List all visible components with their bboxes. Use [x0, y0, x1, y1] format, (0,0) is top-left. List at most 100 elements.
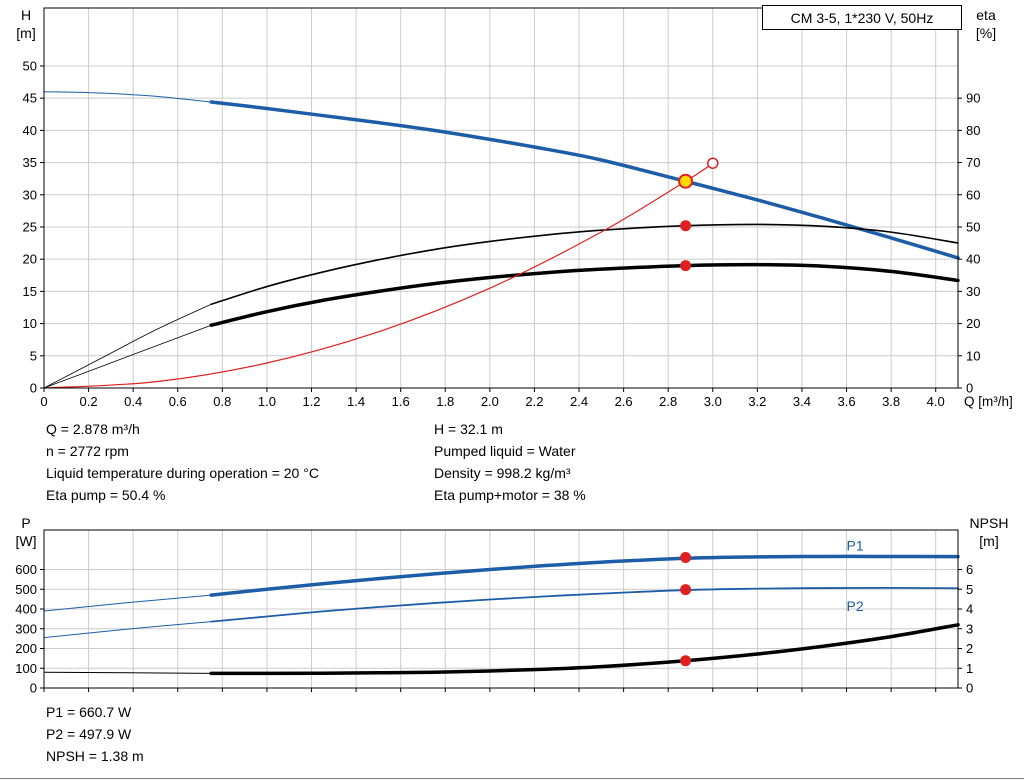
x-tick-label: 0.2	[80, 394, 98, 409]
x-tick-label: 1.0	[258, 394, 276, 409]
system-curve	[43, 162, 714, 389]
npsh-lead	[43, 671, 212, 674]
p2-lead	[43, 621, 212, 639]
y-tick-left-label: 300	[15, 621, 37, 636]
y-tick-right-label: 10	[966, 348, 980, 363]
x-tick-label: 3.0	[704, 394, 722, 409]
y-tick-right-label: 6	[966, 562, 973, 577]
power-npsh-chart: 0 100 200 300 400 500 600 0 1 2 3 4 5 6 P1 P2	[15, 529, 973, 696]
x-tick-label: 0.4	[124, 394, 142, 409]
pump-model-title: CM 3-5, 1*230 V, 50Hz	[790, 9, 934, 26]
p1-curve	[209, 554, 960, 597]
y-tick-left-label: 400	[15, 602, 37, 617]
h-axis-symbol: H	[20, 7, 32, 23]
y-tick-left-label: 40	[23, 123, 37, 138]
y-tick-right-label: 2	[966, 641, 973, 656]
y-tick-left-label: 0	[30, 381, 37, 396]
rated-point-marker	[707, 157, 719, 169]
x-tick-label: 1.2	[302, 394, 320, 409]
duty-info-left: Q = 2.878 m³/h n = 2772 rpm Liquid tempe…	[46, 418, 319, 506]
duty-info-right: H = 32.1 m Pumped liquid = Water Density…	[434, 418, 586, 506]
p-axis-unit: [W]	[15, 533, 37, 549]
y-tick-right-label: 90	[966, 91, 980, 106]
p2-curve	[210, 586, 959, 623]
x-tick-label: 2.8	[659, 394, 677, 409]
info-p1: P1 = 660.7 W	[46, 704, 132, 720]
y-tick-left-label: 200	[15, 641, 37, 656]
npsh-axis-unit: [m]	[979, 533, 999, 549]
power-info: P1 = 660.7 W P2 = 497.9 W NPSH = 1.38 m	[46, 701, 144, 767]
info-pumped-liquid: Pumped liquid = Water	[434, 443, 576, 459]
y-tick-right-label: 60	[966, 187, 980, 202]
npsh-axis-label: NPSH [m]	[958, 514, 1020, 550]
p2-point-marker	[680, 584, 692, 596]
p1-lead	[43, 594, 212, 612]
x-tick-label: 0.6	[169, 394, 187, 409]
qh-eta-chart: 0 0.2 0.4 0.6 0.8 1.0 1.2 1.4 1.6 1.8 2.0 2.2 2.4 2.6…	[23, 7, 1013, 409]
info-eta-pump-motor: Eta pump+motor = 38 %	[434, 487, 586, 503]
y-tick-right-label: 80	[966, 123, 980, 138]
x-tick-label: 1.4	[347, 394, 365, 409]
x-tick-label: 1.6	[392, 394, 410, 409]
y-tick-right-label: 30	[966, 284, 980, 299]
y-tick-left-label: 10	[23, 316, 37, 331]
eta-pump-lead	[43, 303, 212, 389]
y-tick-left-label: 0	[30, 681, 37, 696]
x-tick-label: 4.0	[927, 394, 945, 409]
p-axis-label: P [W]	[8, 514, 44, 550]
info-speed: n = 2772 rpm	[46, 443, 129, 459]
x-tick-label: 2.2	[525, 394, 543, 409]
y-tick-left-label: 45	[23, 91, 37, 106]
x-tick-label: 1.8	[436, 394, 454, 409]
eta-axis-unit: [%]	[975, 25, 997, 41]
y-tick-left-label: 30	[23, 187, 37, 202]
y-tick-right-label: 4	[966, 602, 973, 617]
npsh-point-marker	[680, 655, 692, 667]
x-tick-label: 0.8	[213, 394, 231, 409]
y-tick-left-label: 35	[23, 155, 37, 170]
h-curve	[209, 100, 960, 260]
info-p2: P2 = 497.9 W	[46, 726, 132, 742]
info-q: Q = 2.878 m³/h	[46, 421, 140, 437]
y-tick-left-label: 500	[15, 582, 37, 597]
x-tick-label: 3.6	[837, 394, 855, 409]
x-tick-label: 3.4	[793, 394, 811, 409]
pump-model-title-box: CM 3-5, 1*230 V, 50Hz	[762, 5, 962, 30]
x-tick-label: 3.2	[748, 394, 766, 409]
p-axis-symbol: P	[21, 515, 31, 531]
plot-frame	[43, 7, 959, 389]
p2-label: P2	[847, 598, 864, 614]
y-tick-right-label: 20	[966, 316, 980, 331]
x-tick-label: 3.8	[882, 394, 900, 409]
bottom-divider	[0, 778, 1024, 779]
y-tick-right-label: 70	[966, 155, 980, 170]
npsh-curve	[209, 623, 960, 676]
y-tick-right-label: 3	[966, 621, 973, 636]
y-tick-left-label: 20	[23, 252, 37, 267]
p1-label: P1	[847, 538, 864, 554]
y-tick-right-label: 5	[966, 582, 973, 597]
info-liquid-temp: Liquid temperature during operation = 20…	[46, 465, 319, 481]
eta-axis-symbol: eta	[976, 7, 996, 23]
p1-point-marker	[680, 552, 692, 564]
y-tick-left-label: 50	[23, 58, 37, 73]
y-tick-right-label: 0	[966, 681, 973, 696]
y-tick-right-label: 0	[966, 381, 973, 396]
duty-point-marker	[678, 173, 694, 189]
y-tick-left-label: 100	[15, 661, 37, 676]
h-curve-lead	[43, 91, 212, 103]
info-h: H = 32.1 m	[434, 421, 503, 437]
x-tick-label: 0	[40, 394, 47, 409]
h-axis-unit: [m]	[16, 25, 36, 41]
x-tick-label: 2.0	[481, 394, 499, 409]
eta-pump-point-marker	[680, 220, 692, 232]
y-tick-left-label: 600	[15, 562, 37, 577]
x-tick-label: 2.6	[615, 394, 633, 409]
y-tick-left-label: 15	[23, 284, 37, 299]
info-eta-pump: Eta pump = 50.4 %	[46, 487, 166, 503]
h-axis-label: H [m]	[8, 6, 44, 42]
npsh-axis-symbol: NPSH	[969, 515, 1009, 531]
y-tick-left-label: 25	[23, 219, 37, 234]
